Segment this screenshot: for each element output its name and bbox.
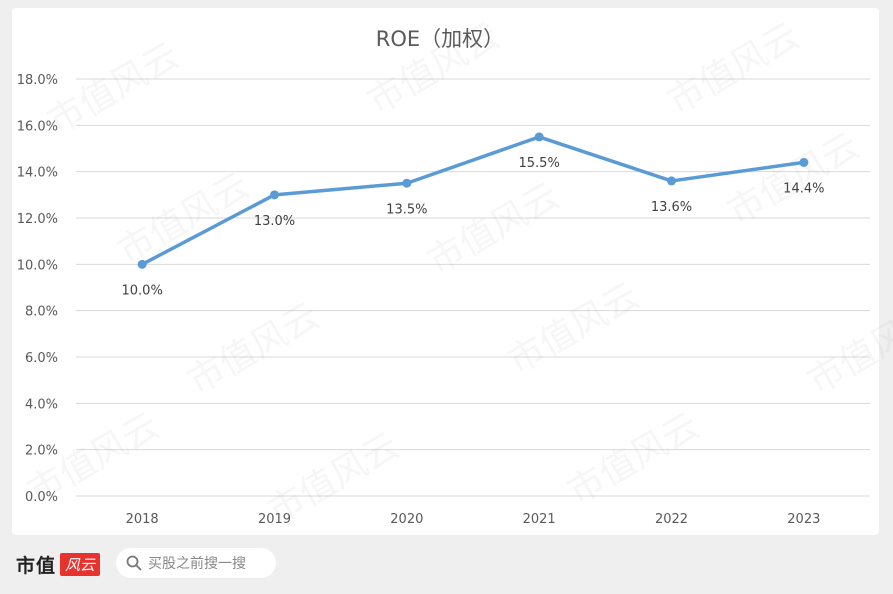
data-label: 10.0% <box>122 283 163 298</box>
search-icon <box>126 555 142 571</box>
footer-bar: 市值 风云 买股之前搜一搜 <box>0 535 893 594</box>
brand-logo[interactable]: 市值 风云 <box>16 551 101 578</box>
y-tick-label: 10.0% <box>17 258 58 273</box>
x-tick-label: 2018 <box>126 512 159 527</box>
grid-lines <box>76 78 870 497</box>
chart-title: ROE（加权） <box>376 27 504 51</box>
series-line <box>140 135 806 267</box>
x-tick-label: 2021 <box>523 512 556 527</box>
roe-line-chart: 0.0% 2.0% 4.0% 6.0% 8.0% 10.0% 12.0% 14.0% 16.0%… <box>17 27 870 527</box>
search-placeholder: 买股之前搜一搜 <box>148 556 246 572</box>
y-tick-label: 16.0% <box>17 119 58 134</box>
y-tick-label: 18.0% <box>17 73 58 88</box>
data-point <box>270 190 279 200</box>
data-label: 13.5% <box>386 202 427 217</box>
y-tick-label: 2.0% <box>25 444 58 459</box>
data-point <box>667 176 676 186</box>
y-tick-label: 6.0% <box>25 351 58 366</box>
x-tick-label: 2019 <box>258 512 291 527</box>
series-layer <box>137 132 809 269</box>
chart-card: 0.0% 2.0% 4.0% 6.0% 8.0% 10.0% 12.0% 14.0% 16.0%… <box>12 8 879 535</box>
y-tick-label: 12.0% <box>17 212 58 227</box>
data-point <box>534 132 544 142</box>
x-tick-label: 2020 <box>390 512 423 527</box>
search-box[interactable]: 买股之前搜一搜 <box>116 548 276 578</box>
brand-badge: 风云 <box>60 553 101 576</box>
data-point <box>137 259 147 269</box>
data-label: 15.5% <box>519 156 560 171</box>
y-tick-label: 4.0% <box>25 397 58 412</box>
x-axis-ticks: 2018 2019 2020 2021 2022 2023 <box>126 512 821 527</box>
data-label: 13.0% <box>254 214 295 229</box>
data-point <box>799 157 809 167</box>
x-tick-label: 2023 <box>787 512 820 527</box>
y-tick-label: 14.0% <box>17 166 58 181</box>
x-tick-label: 2022 <box>655 512 688 527</box>
data-labels: 10.0% 13.0% 13.5% 15.5% 13.6% 14.4% <box>122 156 825 298</box>
y-tick-label: 8.0% <box>25 305 58 320</box>
y-tick-label: 0.0% <box>25 490 58 505</box>
data-label: 14.4% <box>783 181 824 196</box>
brand-name: 市值 <box>16 555 57 577</box>
data-label: 13.6% <box>651 200 692 215</box>
y-axis-ticks: 0.0% 2.0% 4.0% 6.0% 8.0% 10.0% 12.0% 14.0% 16.0%… <box>17 73 58 505</box>
data-point <box>402 178 412 188</box>
